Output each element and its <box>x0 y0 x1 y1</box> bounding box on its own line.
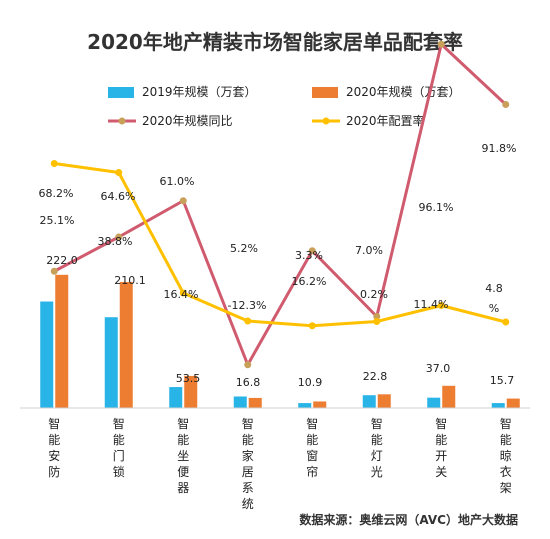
category-label-0: 智能安防 <box>48 416 60 479</box>
point-config-2 <box>179 289 187 297</box>
point-yoy-3 <box>244 361 252 369</box>
line-value-label-16: % <box>489 302 499 315</box>
bar-2019-0 <box>40 301 54 408</box>
line-value-label-5: 16.4% <box>164 288 199 301</box>
category-labels: 智能安防 智能门锁 智能坐便器 智能家居系统 智能窗帘 智能灯光 智能开关 智能晾衣架 <box>48 416 512 511</box>
bar-2020-7 <box>506 398 520 408</box>
line-value-label-15: 4.8 <box>485 282 503 295</box>
line-value-label-9: 16.2% <box>292 275 327 288</box>
bar-2020-4 <box>313 401 327 408</box>
category-label-1: 智能门锁 <box>113 416 125 479</box>
legend-label-3: 2020年配置率 <box>346 113 425 128</box>
bar-2019-3 <box>233 396 247 408</box>
point-yoy-2 <box>179 197 187 205</box>
bar-2020-3 <box>248 397 262 408</box>
line-value-label-6: 5.2% <box>230 242 258 255</box>
point-config-4 <box>308 322 316 330</box>
bar-2019-4 <box>298 403 312 408</box>
legend-label-1: 2020年规模（万套） <box>346 84 461 99</box>
line-value-label-2: 64.6% <box>101 190 136 203</box>
line-value-label-12: 96.1% <box>419 201 454 214</box>
source-note: 数据来源：奥维云网（AVC）地产大数据 <box>299 512 518 527</box>
point-config-0 <box>50 160 58 167</box>
line-yoy <box>53 42 507 367</box>
bar-2019-1 <box>104 317 118 408</box>
bar-value-label-7: 15.7 <box>490 374 515 387</box>
line-value-label-11: 0.2% <box>360 288 388 301</box>
category-label-2: 智能坐便器 <box>177 416 189 495</box>
line-value-label-3: 38.8% <box>98 235 133 248</box>
point-yoy-1 <box>115 233 123 241</box>
line-value-label-14: 91.8% <box>482 142 517 155</box>
line-value-label-13: 11.4% <box>414 298 449 311</box>
bar-2020-6 <box>442 385 456 408</box>
point-yoy-7 <box>502 101 510 108</box>
bar-value-label-5: 22.8 <box>363 370 388 383</box>
legend-swatch-0 <box>108 87 134 98</box>
bar-value-label-0: 222.0 <box>46 254 78 267</box>
lines <box>50 40 510 369</box>
bar-2019-7 <box>491 403 505 408</box>
line-config <box>54 162 507 328</box>
bar-value-label-6: 37.0 <box>426 362 451 375</box>
legend-label-2: 2020年规模同比 <box>142 113 233 128</box>
bar-2019-5 <box>362 395 376 408</box>
chart-title: 2020年地产精装市场智能家居单品配套率 <box>87 30 463 54</box>
point-config-1 <box>115 169 123 176</box>
bar-value-label-3: 16.8 <box>236 376 261 389</box>
legend-label-0: 2019年规模（万套） <box>142 84 257 99</box>
bar-value-label-2: 53.5 <box>176 372 201 385</box>
point-yoy-4 <box>308 247 316 255</box>
line-value-label-8: 3.3% <box>295 249 323 262</box>
legend-marker-2 <box>118 117 126 125</box>
category-label-7: 智能晾衣架 <box>500 416 512 495</box>
category-label-5: 智能灯光 <box>371 416 383 479</box>
value-labels: 222.0 210.1 53.5 16.8 10.9 22.8 37.0 15.7 68.2% 2… <box>39 142 517 389</box>
point-yoy-5 <box>373 313 381 320</box>
line-value-label-10: 7.0% <box>355 244 383 257</box>
bar-value-label-4: 10.9 <box>298 376 323 389</box>
line-value-label-1: 25.1% <box>40 214 75 227</box>
bar-2020-5 <box>377 394 391 408</box>
point-config-3 <box>244 317 252 325</box>
point-config-5 <box>373 318 381 325</box>
legend-swatch-1 <box>312 87 338 98</box>
bar-2019-2 <box>169 387 183 408</box>
bar-2020-2 <box>184 375 198 408</box>
line-value-label-4: 61.0% <box>160 175 195 188</box>
line-value-label-0: 68.2% <box>39 187 74 200</box>
point-yoy-6 <box>437 40 445 48</box>
line-value-label-7: -12.3% <box>228 299 267 312</box>
legend: 2019年规模（万套） 2020年规模（万套） 2020年规模同比 2020年配置率 <box>108 84 461 128</box>
point-config-6 <box>437 302 445 309</box>
bars <box>40 274 520 408</box>
bar-2020-1 <box>119 281 133 408</box>
category-label-3: 智能家居系统 <box>242 416 254 511</box>
bar-2020-0 <box>55 274 69 408</box>
legend-marker-3 <box>322 117 330 125</box>
bar-value-label-1: 210.1 <box>114 274 146 287</box>
category-label-4: 智能窗帘 <box>306 416 318 479</box>
point-config-7 <box>502 318 510 326</box>
point-yoy-0 <box>50 267 58 275</box>
category-label-6: 智能开关 <box>435 416 447 479</box>
bar-2019-6 <box>427 397 441 408</box>
